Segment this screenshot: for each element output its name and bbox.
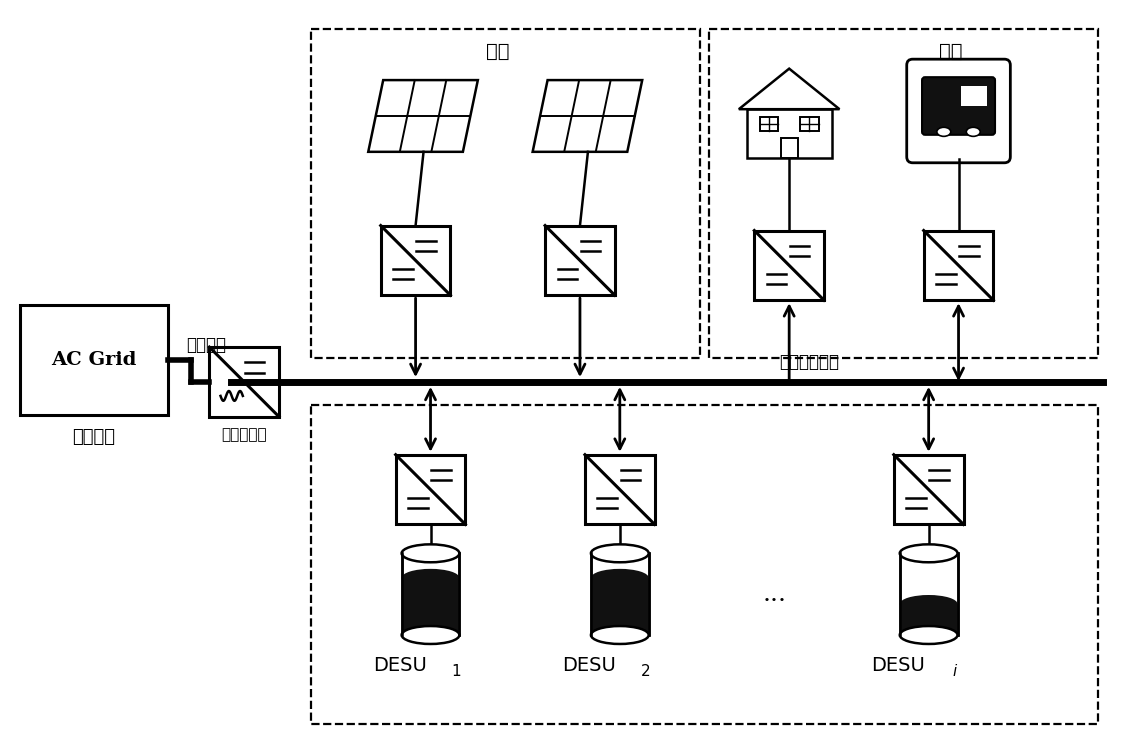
Text: 1: 1	[451, 664, 461, 680]
Text: 并网逆变器: 并网逆变器	[221, 427, 267, 442]
Bar	[924, 231, 993, 301]
Bar	[585, 455, 655, 525]
Text: 公共直流母线: 公共直流母线	[779, 353, 839, 371]
Bar	[760, 116, 778, 131]
Text: DESU: DESU	[871, 657, 925, 675]
Bar	[395, 455, 466, 525]
Text: 光伏: 光伏	[485, 42, 509, 61]
Bar	[380, 226, 450, 295]
Ellipse shape	[900, 626, 958, 644]
Bar	[591, 578, 649, 635]
Ellipse shape	[591, 545, 649, 562]
Text: 2: 2	[641, 664, 650, 680]
Ellipse shape	[591, 626, 649, 644]
Ellipse shape	[900, 595, 958, 613]
Bar	[591, 554, 649, 635]
Ellipse shape	[402, 626, 459, 644]
Ellipse shape	[966, 128, 981, 137]
Bar	[801, 116, 819, 131]
Text: AC Grid: AC Grid	[51, 351, 137, 369]
Bar	[21, 305, 167, 415]
Ellipse shape	[591, 569, 649, 587]
Bar	[780, 138, 797, 158]
Text: DESU: DESU	[372, 657, 426, 675]
FancyBboxPatch shape	[907, 59, 1010, 162]
Ellipse shape	[900, 545, 958, 562]
Bar	[894, 455, 964, 525]
Ellipse shape	[936, 128, 951, 137]
Bar	[546, 226, 615, 295]
Text: 交流主网: 交流主网	[72, 427, 115, 446]
Text: i: i	[952, 664, 957, 680]
Bar	[311, 29, 699, 358]
Text: 交流母线: 交流母线	[187, 336, 227, 354]
Bar	[747, 109, 831, 158]
Ellipse shape	[402, 569, 459, 587]
Ellipse shape	[402, 545, 459, 562]
Bar	[754, 231, 823, 301]
Bar	[210, 347, 279, 417]
Text: ...: ...	[762, 582, 786, 605]
Bar	[961, 86, 986, 106]
Bar	[710, 29, 1098, 358]
Text: DESU: DESU	[562, 657, 616, 675]
Bar	[402, 554, 459, 635]
Bar	[311, 405, 1098, 723]
FancyBboxPatch shape	[923, 77, 995, 135]
Bar	[900, 554, 958, 635]
Text: 负荷: 负荷	[939, 42, 962, 61]
Bar	[900, 604, 958, 635]
Bar	[402, 578, 459, 635]
